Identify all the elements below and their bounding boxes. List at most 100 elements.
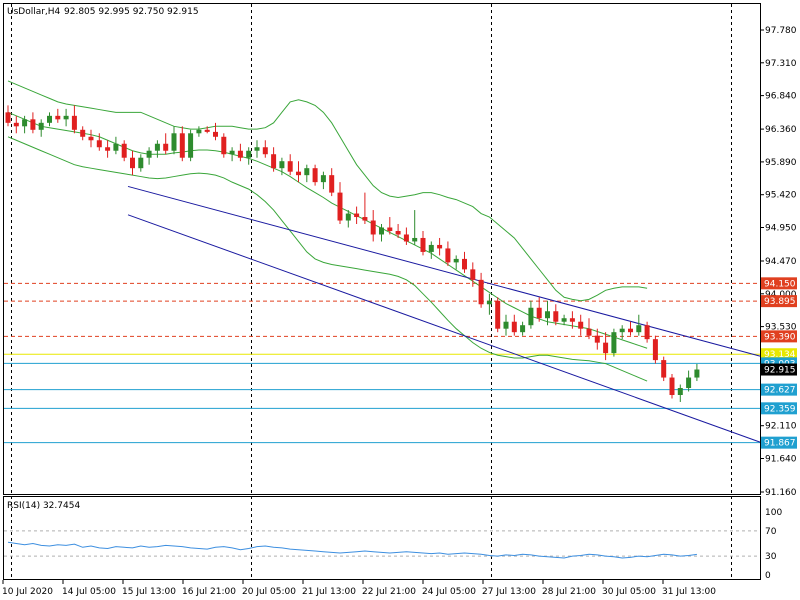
candle-bull <box>22 119 28 127</box>
price-tick-label: 94.000 <box>765 290 797 300</box>
price-tag <box>761 436 797 449</box>
candle-bear <box>237 150 243 158</box>
candle-bear <box>204 129 210 132</box>
price-tag-label: 92.915 <box>764 366 796 376</box>
candle-bear <box>96 140 102 148</box>
candle-bull <box>47 115 52 123</box>
candle-bull <box>636 325 642 333</box>
candle-bear <box>312 168 318 183</box>
candle-bull <box>196 129 202 134</box>
candle-bear <box>462 258 467 270</box>
candle-bull <box>545 311 550 319</box>
candle-bull <box>138 157 144 169</box>
candle-bear <box>88 136 94 141</box>
rsi-line <box>7 541 697 559</box>
bollinger-lower <box>7 136 648 382</box>
candle-bull <box>154 143 160 151</box>
price-tick-label: 97.310 <box>765 59 797 69</box>
candle-bull <box>38 122 44 130</box>
candle-bull <box>412 237 418 242</box>
price-tag-label: 93.895 <box>764 297 796 307</box>
price-tick-label: 91.160 <box>765 488 797 498</box>
time-tick-label: 30 Jul 05:00 <box>602 587 656 597</box>
candle-bear <box>569 318 575 322</box>
candle-bear <box>329 175 335 193</box>
candle-bull <box>677 388 683 395</box>
price-tag <box>761 330 797 343</box>
candle-bear <box>594 335 600 343</box>
day-separators <box>11 4 732 580</box>
candle-bull <box>171 133 177 151</box>
candle-bear <box>387 227 393 231</box>
price-tick-label: 95.420 <box>765 191 797 201</box>
rsi-tick-label: 30 <box>765 552 777 562</box>
candle-bull <box>428 244 434 252</box>
price-tag-label: 92.359 <box>764 404 796 414</box>
price-channel <box>127 185 761 443</box>
candle-bull <box>113 143 119 151</box>
candle-bear <box>669 377 675 395</box>
candle-bear <box>262 147 268 155</box>
candle-bull <box>279 161 285 169</box>
candle-bear <box>553 311 559 322</box>
candle-bear <box>661 360 667 378</box>
candle-bear <box>354 213 360 218</box>
price-tag-label: 93.390 <box>764 332 796 342</box>
candle-bull <box>694 369 700 378</box>
price-tick-label: 94.950 <box>765 224 797 234</box>
rsi-panel-border <box>3 496 761 580</box>
price-tick-label: 94.470 <box>765 257 797 267</box>
candle-bear <box>71 115 77 130</box>
candle-bull <box>146 150 152 158</box>
candle-bear <box>221 136 227 155</box>
time-axis: 10 Jul 2020 14 Jul 05:00 15 Jul 13:00 16 Ju… <box>2 580 716 597</box>
candle-bear <box>271 154 277 169</box>
symbol-label: UsDollar,H4 <box>7 7 61 17</box>
candle-bull <box>246 150 252 158</box>
candle-bear <box>511 321 517 333</box>
time-tick-label: 24 Jul 05:00 <box>422 587 476 597</box>
candle-bull <box>619 328 625 333</box>
candle-bear <box>652 339 658 361</box>
candle-bull <box>320 175 326 183</box>
candle-bear <box>586 328 592 336</box>
candle-bull <box>520 325 526 333</box>
price-tag-label: 94.150 <box>764 279 796 289</box>
candle-bear <box>5 112 11 123</box>
time-tick-label: 14 Jul 05:00 <box>62 587 116 597</box>
candle-bull <box>686 377 692 389</box>
price-tick-label: 97.780 <box>765 26 797 36</box>
candle-bull <box>254 147 260 151</box>
candle-bear <box>437 244 443 249</box>
candle-bear <box>30 119 36 130</box>
price-tag <box>761 348 797 361</box>
candle-bear <box>296 171 301 176</box>
candle-bull <box>188 133 194 158</box>
candle-bull <box>453 258 459 263</box>
candle-bear <box>13 122 19 127</box>
time-tick-label: 28 Jul 21:00 <box>542 587 596 597</box>
rsi-tick-label: 0 <box>765 571 771 581</box>
candle-bear <box>603 342 609 354</box>
price-tick-label: 95.890 <box>765 158 797 168</box>
time-tick-label: 15 Jul 13:00 <box>122 587 176 597</box>
candle-bear <box>495 300 501 329</box>
candle-bull <box>611 332 617 354</box>
price-tag-label: 93.134 <box>764 350 796 360</box>
time-tick-label: 10 Jul 2020 <box>2 587 53 597</box>
rsi-tick-label: 70 <box>765 527 777 537</box>
candle-bear <box>105 147 111 151</box>
channel-lower <box>127 214 761 443</box>
candle-bear <box>80 129 86 137</box>
price-tick-label: 96.840 <box>765 92 797 102</box>
candle-bear <box>628 328 633 333</box>
time-tick-label: 21 Jul 13:00 <box>302 587 356 597</box>
time-tick-label: 31 Jul 13:00 <box>662 587 716 597</box>
candle-bull <box>528 307 534 326</box>
candle-bear <box>370 220 376 235</box>
candle-bull <box>304 168 310 176</box>
candle-bear <box>578 321 584 329</box>
candle-bull <box>561 318 567 322</box>
price-tags: 94.15093.89593.39093.13493.00392.62792.3… <box>761 277 797 449</box>
